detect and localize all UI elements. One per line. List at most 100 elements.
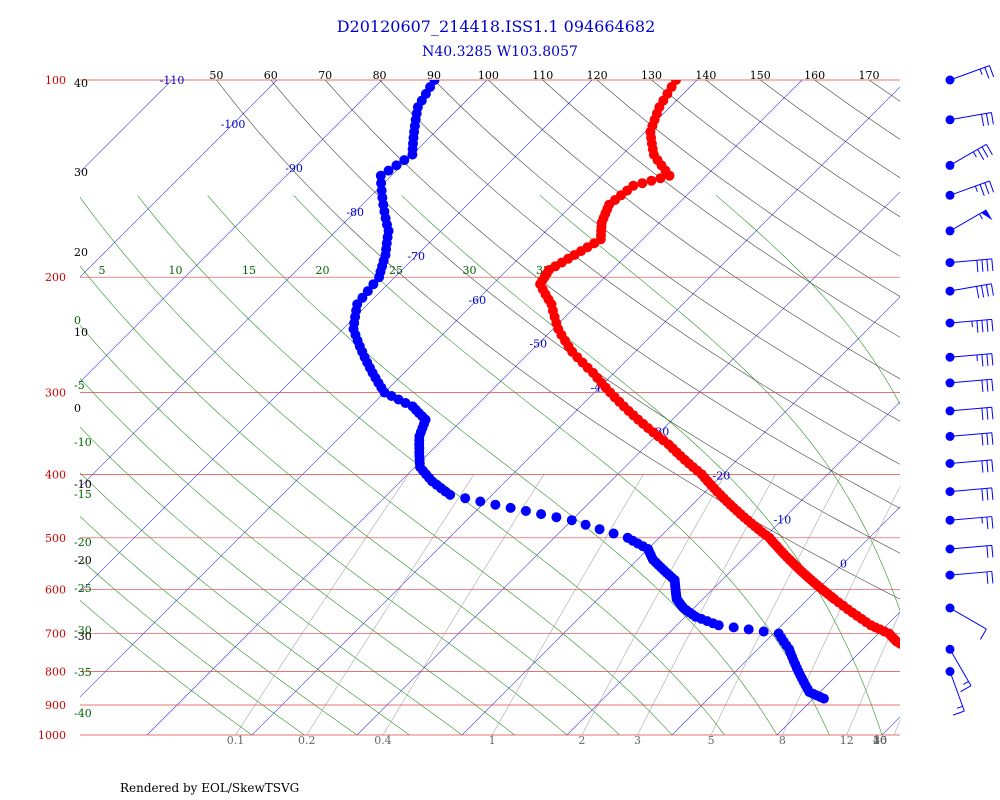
moist-adiabat-line (715, 195, 900, 405)
wind-barb-flag (986, 319, 989, 332)
temperature-point (985, 690, 995, 700)
wind-barb-flag (981, 354, 984, 367)
pressure-label: 100 (45, 74, 66, 87)
dry-adiabat-label: 30 (74, 166, 88, 179)
dry-adiabat-line (433, 80, 900, 422)
wind-barb-flag (960, 685, 972, 693)
temperature-point (979, 689, 989, 699)
wind-barb (945, 143, 993, 170)
moist-adiabat-line (80, 599, 253, 735)
pressure-label: 200 (45, 271, 66, 284)
wind-barb-shaft (949, 671, 965, 712)
wind-barb-station (945, 431, 955, 441)
wind-barb-flag (986, 545, 989, 558)
wind-barb-half-flag (971, 321, 973, 328)
theta-label: 150 (750, 69, 771, 82)
dewpoint-point (357, 292, 368, 303)
isotherm-line (461, 296, 900, 735)
wind-barb-half-flag (974, 185, 978, 192)
wind-barb-flag (981, 114, 985, 127)
wind-barb (945, 459, 994, 473)
theta-label: 70 (318, 69, 332, 82)
wind-barb-shaft (949, 459, 992, 464)
wind-barb-shaft (949, 406, 992, 412)
isotherm-line (80, 80, 278, 278)
wind-barb-shaft (949, 544, 992, 550)
wind-barb (945, 378, 994, 393)
wind-barb (945, 603, 987, 640)
isotherm-label: -100 (221, 118, 246, 131)
mixing-ratio-label: 8 (779, 734, 786, 747)
wind-barb (945, 431, 994, 446)
moist-adiabat-label: -40 (74, 707, 92, 720)
wind-barb-flag (986, 516, 989, 530)
dry-adiabat-line (270, 80, 900, 554)
moist-adiabat-label: 30 (463, 264, 477, 277)
isobars (80, 79, 900, 736)
wind-barb-flag (981, 146, 989, 158)
theta-label: 170 (859, 69, 880, 82)
dewpoint-point (773, 628, 784, 639)
wind-barb (945, 544, 994, 558)
wind-barb-shaft (949, 143, 987, 166)
isotherm-label: -80 (346, 206, 364, 219)
moist-adiabat-line (80, 472, 410, 735)
theta-label: 140 (695, 69, 716, 82)
moist-adiabat-line (911, 195, 1000, 735)
moist-adiabat-label: -25 (74, 582, 92, 595)
wind-barb-shaft (949, 649, 972, 686)
temperature-point (671, 80, 681, 85)
wind-barb (945, 111, 994, 127)
dewpoint-point (580, 519, 591, 530)
wind-barb-half-flag (963, 680, 969, 685)
wind-barb-flag (986, 571, 989, 584)
mixing-ratio-label: 3 (634, 734, 641, 747)
wind-barb-flag (976, 260, 979, 273)
isotherm-line (146, 80, 803, 735)
mixing-ratio-line (306, 474, 475, 735)
moist-adiabat-line (80, 558, 305, 735)
pressure-label: 400 (45, 468, 66, 481)
isotherm-label: -50 (529, 338, 547, 351)
temperature-point (932, 663, 942, 673)
wind-barb-shaft (949, 432, 992, 437)
moist-adiabat-line (80, 324, 568, 735)
wind-barb-flag (985, 113, 989, 126)
wind-barb-flag (981, 408, 984, 421)
wind-barb (945, 487, 994, 501)
temperature-point (927, 659, 937, 669)
wind-barb-station (945, 544, 955, 554)
moist-adiabat-label: -35 (74, 666, 92, 679)
wind-barb-flag (991, 487, 994, 500)
dewpoint-point (490, 499, 501, 510)
wind-barb (945, 180, 995, 200)
wind-barb-flag (986, 353, 989, 367)
isotherm-label: -90 (285, 162, 303, 175)
wind-barb-flag (990, 112, 994, 125)
wind-barb (945, 667, 965, 716)
chart-subtitle: N40.3285 W103.8057 (422, 44, 578, 60)
dewpoint-point (622, 532, 633, 543)
dewpoint-point (743, 624, 754, 635)
theta-label: 110 (532, 69, 553, 82)
wind-barb-flag (986, 407, 989, 420)
wind-barb-station (945, 115, 955, 125)
wind-barb-station (945, 258, 955, 268)
wind-barb-flag (991, 319, 994, 332)
dry-adiabat-label: 20 (74, 246, 88, 259)
temperature-point (655, 173, 666, 184)
moist-adiabat-line (137, 195, 725, 735)
mixing-ratio-label: 0.4 (374, 734, 392, 747)
wind-barb-half-flag (979, 68, 983, 75)
render-credit: Rendered by EOL/SkewTSVG (120, 781, 299, 795)
dewpoint-point (536, 509, 547, 520)
moist-adiabat-label: -10 (74, 436, 92, 449)
temperature-point (628, 180, 639, 191)
temperature-point (902, 642, 912, 652)
wind-barb-station (945, 644, 955, 654)
mixing-ratio-label: 2 (578, 734, 585, 747)
moist-adiabat-line (539, 195, 900, 612)
pressure-label: 300 (45, 387, 66, 400)
temperature-point (991, 692, 1000, 702)
dewpoint-point (475, 496, 486, 507)
